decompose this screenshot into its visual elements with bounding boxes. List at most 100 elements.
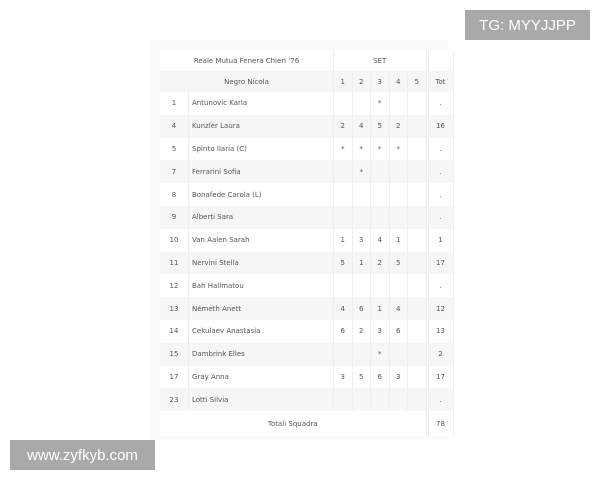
player-total: 17 [428,251,454,275]
header-row-team: Reale Mutua Fenera Chieri '76 SET [160,50,454,71]
header-row-coach: Negro Nicola 1 2 3 4 5 Tot [160,71,454,92]
player-number: 1 [160,92,189,115]
table-row: 14 Cekulaev Anastasia 6 2 3 6 13 [160,319,454,343]
set-col-2: 2 [352,71,371,92]
set-points [370,274,390,298]
player-number: 8 [160,183,189,206]
set-points: 2 [333,114,353,138]
table-row: 11 Nervini Stella 5 1 2 5 17 [160,251,454,275]
player-name: Spirito Ilaria (C) [188,137,334,161]
table-row: 8 Bonafede Carola (L). [160,183,454,206]
set-points: 2 [389,114,408,138]
tot-header: Tot [428,71,454,92]
set-col-1: 1 [333,71,353,92]
set-points: 6 [370,365,390,389]
set-col-3: 3 [370,71,390,92]
player-name: Cekulaev Anastasia [188,319,334,343]
set-points [407,388,427,412]
player-name: Van Aalen Sarah [188,228,334,252]
set-points [352,388,371,412]
set-points [407,297,427,320]
player-total: 13 [428,319,454,343]
player-total: 17 [428,365,454,389]
player-number: 23 [160,388,189,412]
set-points: * [370,92,390,115]
watermark-top: TG: MYYJJPP [465,10,590,40]
coach-name: Negro Nicola [160,71,334,92]
set-points [333,388,353,412]
set-points [407,137,427,161]
set-points: * [389,137,408,161]
set-points: 3 [389,365,408,389]
set-points [333,205,353,229]
set-points [333,92,353,115]
player-name: Dambrink Elles [188,342,334,366]
player-number: 12 [160,274,189,298]
set-points: 5 [352,365,371,389]
player-total: 12 [428,297,454,320]
set-points: 6 [352,297,371,320]
player-name: Gray Anna [188,365,334,389]
player-total: . [428,137,454,161]
player-name: Antunovic Karla [188,92,334,115]
set-points [389,160,408,184]
set-points: 5 [333,251,353,275]
player-name: Bah Halimatou [188,274,334,298]
player-total: . [428,388,454,412]
player-number: 17 [160,365,189,389]
set-points [407,205,427,229]
player-number: 13 [160,297,189,320]
set-points [389,205,408,229]
set-points [352,183,371,206]
set-points: * [370,137,390,161]
player-name: Lotti Silvia [188,388,334,412]
set-points [389,92,408,115]
set-points [407,114,427,138]
set-points [389,274,408,298]
set-points [407,228,427,252]
set-points [370,183,390,206]
watermark-bottom: www.zyfkyb.com [10,440,155,470]
set-points: * [352,160,371,184]
table-row: 7 Ferrarini Sofia *. [160,160,454,184]
set-points: 4 [333,297,353,320]
player-name: Németh Anett [188,297,334,320]
table-row: 4 Kunzler Laura 2 4 5 2 16 [160,114,454,138]
set-points [370,388,390,412]
set-points [352,342,371,366]
set-points [407,251,427,275]
set-points [333,183,353,206]
player-number: 7 [160,160,189,184]
set-points: 3 [352,228,371,252]
player-number: 10 [160,228,189,252]
total-label: Totali Squadra [160,411,427,437]
table-row: 13 Németh Anett 4 6 1 4 12 [160,297,454,320]
team-name: Reale Mutua Fenera Chieri '76 [160,50,334,71]
set-points: * [333,137,353,161]
blank-header [428,50,454,71]
player-total: 2 [428,342,454,366]
player-total: . [428,205,454,229]
set-points [407,183,427,206]
set-points: 4 [352,114,371,138]
table-row: 15 Dambrink Elles * 2 [160,342,454,366]
set-points [407,319,427,343]
table-row: 17 Gray Anna 3 5 6 3 17 [160,365,454,389]
table-row: 10 Van Aalen Sarah 1 3 4 1 1 [160,228,454,252]
set-points [407,365,427,389]
player-number: 14 [160,319,189,343]
player-name: Ferrarini Sofia [188,160,334,184]
team-total-row: Totali Squadra 78 [160,411,454,437]
player-total: . [428,183,454,206]
set-points: 6 [389,319,408,343]
set-points [352,205,371,229]
player-total: 16 [428,114,454,138]
total-value: 78 [428,411,454,437]
set-points: 2 [370,251,390,275]
set-points: * [352,137,371,161]
player-total: . [428,160,454,184]
set-points [370,205,390,229]
set-points: 1 [333,228,353,252]
set-points: 3 [333,365,353,389]
set-points: * [370,342,390,366]
